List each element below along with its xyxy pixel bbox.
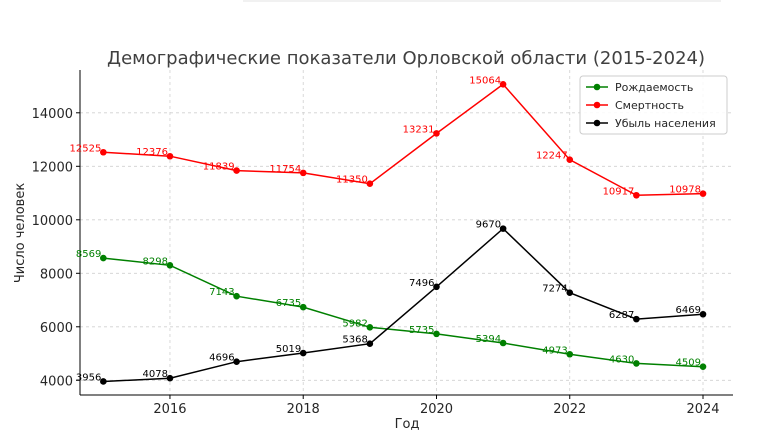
data-point bbox=[166, 262, 174, 269]
data-label: 4696 bbox=[209, 353, 234, 364]
x-tick-label: 2016 bbox=[153, 402, 186, 417]
x-tick-label: 2018 bbox=[287, 402, 320, 417]
data-point bbox=[366, 340, 374, 347]
data-label: 4630 bbox=[609, 354, 634, 365]
data-point bbox=[366, 323, 374, 331]
data-point bbox=[699, 310, 707, 318]
data-point bbox=[499, 339, 507, 347]
data-label: 12525 bbox=[70, 143, 102, 154]
data-point bbox=[433, 330, 440, 338]
data-point bbox=[233, 292, 240, 300]
series-line-1 bbox=[103, 83, 704, 197]
data-point bbox=[499, 81, 507, 88]
axes bbox=[79, 70, 733, 396]
data-label: 8569 bbox=[76, 249, 101, 260]
x-tick-label: 2024 bbox=[686, 402, 719, 417]
data-label: 12247 bbox=[536, 151, 568, 162]
series-line-2 bbox=[103, 227, 704, 383]
data-label: 6287 bbox=[609, 310, 634, 321]
legend: Рождаемость Смертность Убыль населения bbox=[579, 75, 728, 135]
data-label: 11754 bbox=[269, 164, 301, 175]
data-point bbox=[433, 130, 440, 137]
y-tick-label: 4000 bbox=[40, 374, 73, 389]
data-labels: 8569 8298 7143 6735 5982 5735 5394 4973 4630 4509… bbox=[70, 75, 702, 383]
data-label: 8298 bbox=[143, 256, 168, 267]
chart-title: Демографические показатели Орловской обл… bbox=[107, 48, 705, 69]
y-axis-title: Число человек bbox=[13, 183, 28, 284]
y-tick-label: 6000 bbox=[40, 321, 73, 336]
data-label: 4509 bbox=[676, 358, 701, 369]
y-tick-label: 8000 bbox=[40, 267, 73, 282]
data-point bbox=[233, 358, 240, 365]
data-point bbox=[699, 190, 707, 197]
legend-entry: Смертность bbox=[615, 99, 684, 112]
data-point bbox=[566, 289, 574, 297]
legend-swatch-marker bbox=[593, 119, 601, 127]
data-label: 11839 bbox=[203, 162, 235, 173]
data-point bbox=[699, 363, 707, 370]
data-point bbox=[633, 360, 640, 367]
data-point bbox=[366, 180, 374, 187]
y-tick-label: 14000 bbox=[32, 107, 73, 122]
data-point bbox=[633, 191, 640, 199]
data-label: 5019 bbox=[276, 344, 301, 355]
data-point bbox=[299, 349, 307, 357]
legend-entry: Рождаемость bbox=[615, 81, 693, 94]
data-point bbox=[433, 283, 440, 291]
data-label: 7496 bbox=[409, 278, 434, 289]
data-label: 15064 bbox=[469, 75, 501, 86]
x-tick-label: 2020 bbox=[420, 402, 453, 417]
legend-frame bbox=[579, 75, 728, 135]
data-label: 5735 bbox=[409, 325, 434, 336]
data-point bbox=[633, 315, 640, 323]
data-point bbox=[566, 156, 574, 163]
data-point bbox=[166, 152, 174, 160]
data-label: 5982 bbox=[342, 318, 367, 329]
data-label: 5368 bbox=[342, 335, 367, 346]
ticks: 2016 2018 2020 2022 2024 4000 6000 8000 10000 120… bbox=[32, 107, 720, 417]
legend-swatch-marker bbox=[593, 83, 601, 91]
data-label: 4078 bbox=[143, 369, 168, 380]
data-label: 13231 bbox=[403, 124, 435, 135]
data-label: 7274 bbox=[542, 284, 567, 295]
data-point bbox=[100, 148, 107, 156]
data-label: 5394 bbox=[476, 334, 501, 345]
series-line-0 bbox=[103, 257, 704, 368]
data-point bbox=[299, 169, 307, 177]
x-tick-label: 2022 bbox=[553, 402, 586, 417]
data-label: 7143 bbox=[209, 287, 234, 298]
x-axis-title: Год bbox=[395, 417, 420, 432]
legend-swatch-marker bbox=[593, 101, 601, 109]
data-label: 10917 bbox=[603, 186, 635, 197]
data-label: 6735 bbox=[276, 298, 301, 309]
data-label: 11350 bbox=[336, 175, 368, 186]
data-point bbox=[166, 374, 174, 382]
data-point bbox=[100, 378, 107, 385]
data-label: 6469 bbox=[676, 305, 701, 316]
series-layer bbox=[100, 81, 707, 385]
data-label: 9670 bbox=[476, 220, 501, 231]
legend-entry: Убыль населения bbox=[615, 117, 716, 130]
data-point bbox=[100, 254, 107, 262]
data-label: 4973 bbox=[542, 345, 567, 356]
y-tick-label: 12000 bbox=[32, 160, 73, 175]
data-point bbox=[499, 225, 507, 232]
data-label: 12376 bbox=[136, 147, 168, 158]
data-label: 10978 bbox=[669, 185, 701, 196]
y-tick-label: 10000 bbox=[32, 214, 73, 229]
data-label: 3956 bbox=[76, 372, 101, 383]
top-strip bbox=[243, 0, 721, 2]
data-point bbox=[233, 167, 240, 174]
data-point bbox=[299, 303, 307, 311]
data-point bbox=[566, 350, 574, 358]
